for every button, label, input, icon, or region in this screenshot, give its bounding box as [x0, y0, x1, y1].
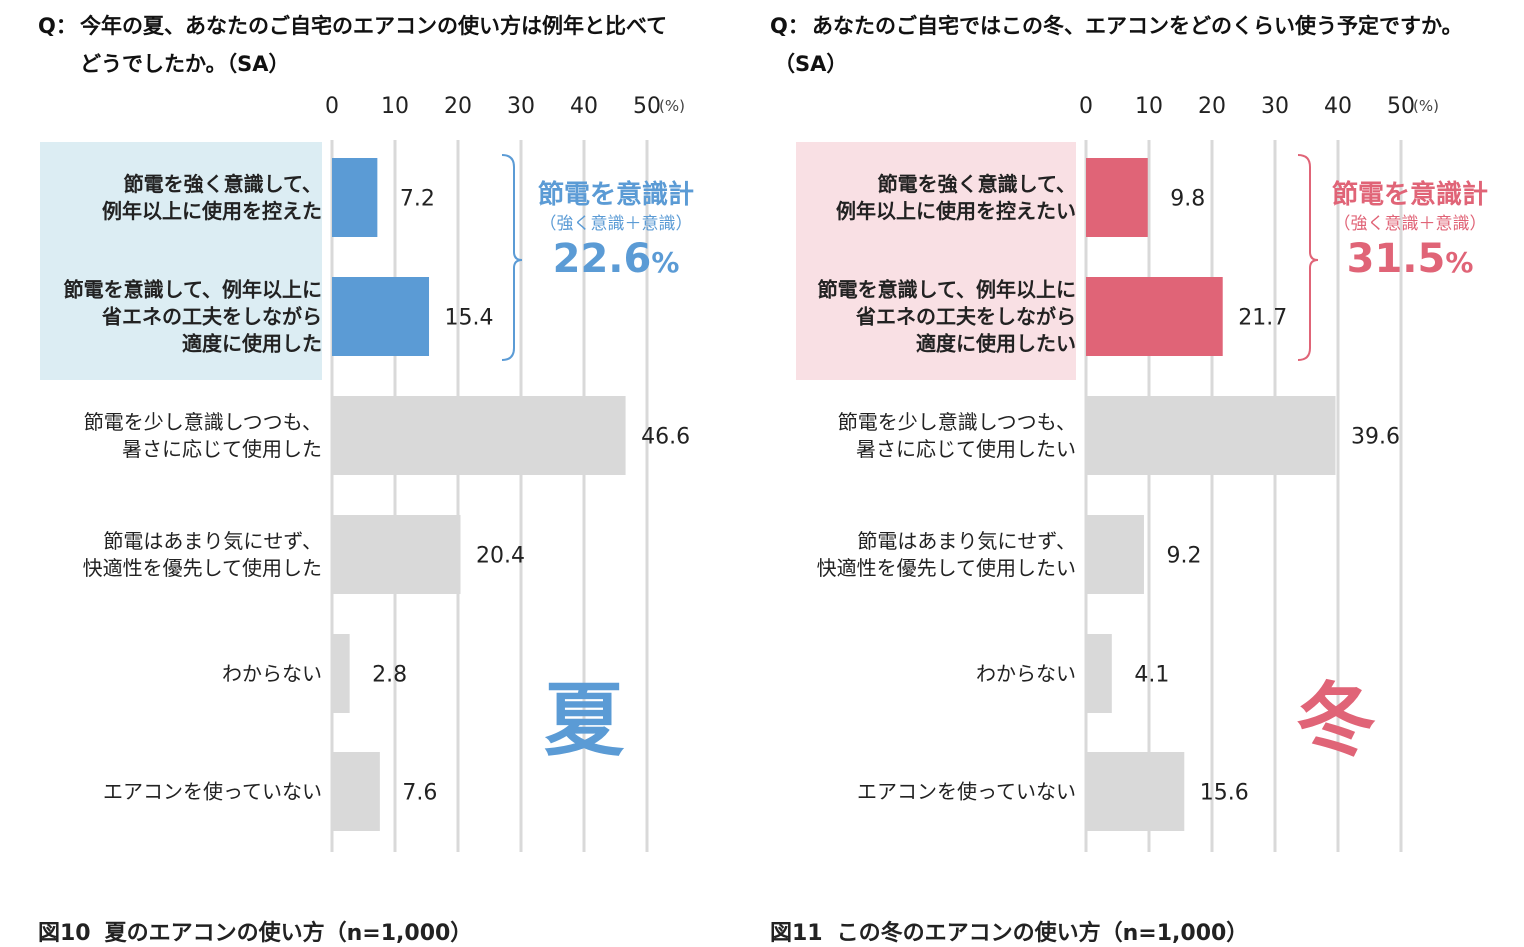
unit-label: (%) — [1413, 97, 1439, 115]
bar — [332, 277, 430, 356]
category-label: 節電を強く意識して、 — [878, 172, 1076, 196]
bracket — [1297, 154, 1319, 361]
data-label: 15.6 — [1200, 781, 1249, 806]
category-label: 適度に使用した — [182, 332, 322, 356]
category-label: 例年以上に使用を控えた — [102, 199, 322, 223]
data-label: 9.2 — [1166, 544, 1201, 569]
bracket-total: 31.5% — [1347, 236, 1474, 282]
question-prefix: Q： — [770, 14, 809, 38]
x-tick-label: 30 — [1261, 94, 1289, 119]
figure-number: 図11 — [770, 921, 823, 946]
season-label: 冬 — [1296, 674, 1376, 767]
category-label: 節電を意識して、例年以上に — [818, 278, 1076, 302]
bracket-subtitle: （強く意識＋意識） — [540, 214, 693, 234]
question-line1: あなたのご自宅ではこの冬、エアコンをどのくらい使う予定ですか。 — [812, 14, 1463, 38]
x-tick-label: 10 — [1135, 94, 1163, 119]
bracket-subtitle: （強く意識＋意識） — [1334, 214, 1487, 234]
x-tick-label: 40 — [1324, 94, 1352, 119]
season-label: 夏 — [544, 674, 625, 767]
category-label: 省エネの工夫をしながら — [101, 305, 322, 329]
category-label: 節電を意識して、例年以上に — [64, 278, 322, 302]
data-label: 39.6 — [1351, 425, 1400, 450]
bracket — [501, 154, 523, 361]
category-label: わからない — [976, 662, 1076, 686]
bracket-title: 節電を意識計 — [1332, 179, 1488, 210]
question-line2: どうでしたか。（SA） — [80, 52, 290, 76]
category-label: 適度に使用したい — [916, 332, 1076, 356]
bar — [1086, 396, 1336, 475]
category-label: 節電はあまり気にせず、 — [103, 529, 322, 553]
x-tick-label: 10 — [381, 94, 409, 119]
category-label: 節電はあまり気にせず、 — [857, 529, 1076, 553]
data-label: 21.7 — [1238, 306, 1287, 331]
bar — [1086, 277, 1223, 356]
category-label: エアコンを使っていない — [103, 780, 322, 804]
data-label: 9.8 — [1170, 187, 1205, 212]
bar — [332, 752, 380, 831]
category-label: 省エネの工夫をしながら — [855, 305, 1076, 329]
figure-number: 図10 — [38, 921, 91, 946]
bracket-title: 節電を意識計 — [538, 179, 694, 210]
data-label: 15.4 — [445, 306, 494, 331]
question-line2: （SA） — [774, 52, 848, 76]
bracket-total-unit: % — [651, 246, 679, 279]
data-label: 7.6 — [402, 781, 437, 806]
question-line1: 今年の夏、あなたのご自宅のエアコンの使い方は例年と比べて — [80, 14, 668, 38]
bar — [1086, 158, 1148, 237]
figure-title: この冬のエアコンの使い方（n=1,000） — [836, 921, 1249, 946]
summer-panel: Q： 今年の夏、あなたのご自宅のエアコンの使い方は例年と比べて どうでしたか。（… — [0, 0, 760, 947]
bracket-total-value: 22.6 — [553, 236, 652, 282]
category-label: わからない — [222, 662, 322, 686]
category-label: 節電を少し意識しつつも、 — [84, 410, 322, 434]
x-tick-label: 20 — [444, 94, 472, 119]
bar — [1086, 515, 1144, 594]
data-label: 20.4 — [476, 544, 525, 569]
bar — [332, 396, 626, 475]
figure-caption: 図10 夏のエアコンの使い方（n=1,000） — [38, 915, 472, 947]
bar — [332, 634, 350, 713]
highlight-background — [796, 142, 1076, 380]
x-tick-label: 20 — [1198, 94, 1226, 119]
winter-panel: Q： あなたのご自宅ではこの冬、エアコンをどのくらい使う予定ですか。 （SA） … — [760, 0, 1520, 947]
data-label: 7.2 — [400, 187, 435, 212]
figure-title: 夏のエアコンの使い方（n=1,000） — [104, 921, 473, 946]
category-label: 暑さに応じて使用した — [122, 437, 322, 461]
category-label: 快適性を優先して使用したい — [817, 556, 1076, 580]
bar — [1086, 752, 1185, 831]
category-label: 節電を少し意識しつつも、 — [838, 410, 1076, 434]
question-prefix: Q： — [38, 14, 77, 38]
bar — [332, 158, 378, 237]
winter-bar-chart: 0 10 20 30 40 50(%) 9.8 節電を強く意識して、例年以上に使用を控えたい 2… — [796, 94, 1488, 852]
category-label: 暑さに応じて使用したい — [856, 437, 1076, 461]
bracket-total-value: 31.5 — [1347, 236, 1446, 282]
highlight-background — [40, 142, 322, 380]
data-label: 4.1 — [1134, 663, 1169, 688]
figure-caption: 図11 この冬のエアコンの使い方（n=1,000） — [770, 915, 1248, 947]
x-tick-label: 40 — [570, 94, 598, 119]
x-tick-label: 50 — [1387, 94, 1415, 119]
unit-label: (%) — [659, 97, 685, 115]
category-label: 節電を強く意識して、 — [124, 172, 322, 196]
data-label: 2.8 — [372, 663, 407, 688]
bracket-total-unit: % — [1445, 246, 1473, 279]
x-tick-label: 50 — [633, 94, 661, 119]
data-label: 46.6 — [641, 425, 690, 450]
category-label: エアコンを使っていない — [857, 780, 1076, 804]
x-tick-label: 0 — [1079, 94, 1093, 119]
category-label: 快適性を優先して使用した — [83, 556, 322, 580]
x-tick-label: 0 — [325, 94, 339, 119]
bar — [1086, 634, 1112, 713]
x-tick-label: 30 — [507, 94, 535, 119]
bar — [332, 515, 461, 594]
bracket-total: 22.6% — [553, 236, 680, 282]
summer-bar-chart: 0 10 20 30 40 50(%) 7.2 節電を強く意識して、例年以上に使用を控えた 15… — [40, 94, 694, 852]
category-label: 例年以上に使用を控えたい — [836, 199, 1076, 223]
